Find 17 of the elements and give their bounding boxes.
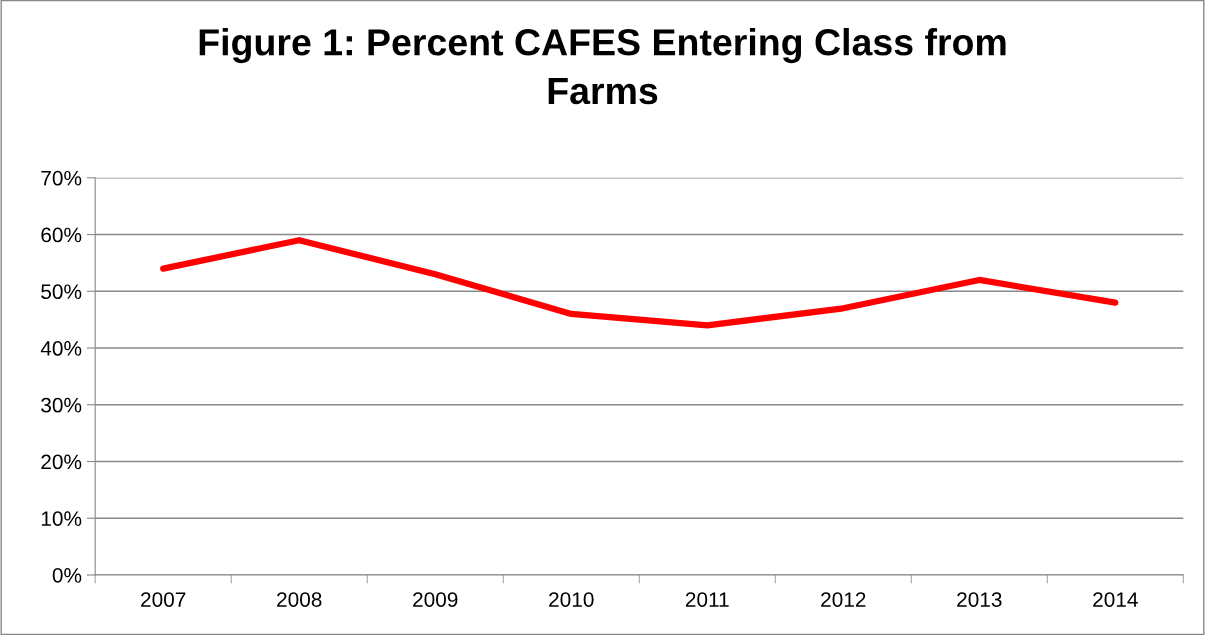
y-tick-label: 50% bbox=[41, 284, 82, 300]
y-tick-label: 40% bbox=[40, 341, 82, 356]
chart-title: Figure 1: Percent CAFES Entering Class from Farms bbox=[199, 28, 1006, 105]
x-tick-label: 2011 bbox=[685, 592, 729, 607]
x-tick-label: 2009 bbox=[413, 592, 458, 607]
y-tick-label: 20% bbox=[41, 454, 82, 470]
x-tick-label: 2013 bbox=[957, 592, 1002, 607]
y-tick-label: 30% bbox=[41, 397, 82, 413]
x-tick-label: 2012 bbox=[821, 592, 866, 607]
y-tick-label: 0% bbox=[52, 567, 82, 583]
y-tick-label: 70% bbox=[41, 170, 82, 186]
y-tick-label: 60% bbox=[41, 227, 82, 243]
x-tick-label: 2010 bbox=[549, 592, 594, 607]
x-tick-label: 2008 bbox=[277, 592, 322, 607]
x-tick-label: 2014 bbox=[1093, 592, 1138, 607]
x-tick-label: 2007 bbox=[141, 592, 186, 607]
y-tick-label: 10% bbox=[41, 511, 82, 526]
